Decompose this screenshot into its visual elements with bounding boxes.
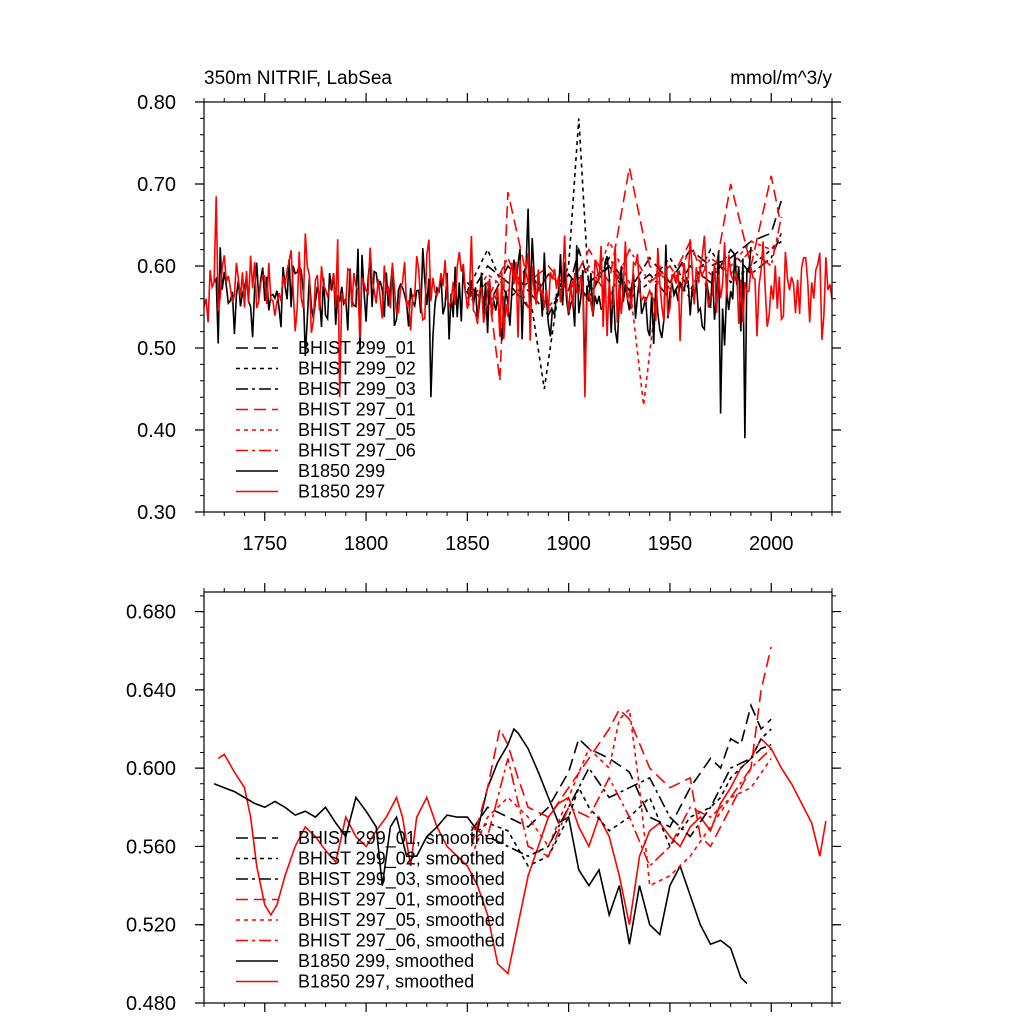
top-panel-axes: 1750 1800 1850 1900 1950 2000 0.30 0.40 0.50 0.60…: [137, 92, 841, 555]
top-panel-series: [204, 118, 832, 439]
legend-label: B1850 297, smoothed: [298, 972, 474, 992]
legend-label: B1850 297: [298, 482, 385, 502]
legend-label: BHIST 299_02, smoothed: [298, 849, 505, 870]
legend-label: BHIST 297_06, smoothed: [298, 931, 505, 952]
legend-label: BHIST 297_05: [298, 420, 416, 441]
legend-label: BHIST 299_01, smoothed: [298, 828, 505, 849]
series-line-b1850-299-smoothed: [213, 727, 748, 984]
legend-label: BHIST 299_03: [298, 379, 416, 400]
top-panel-title: 350m NITRIF, LabSea: [204, 68, 392, 89]
plot-frame: [203, 591, 833, 1004]
plot-frame: [203, 101, 833, 513]
legend-label: BHIST 299_03, smoothed: [298, 869, 505, 890]
y-tick-label: 0.40: [137, 420, 176, 442]
legend-label: BHIST 297_01: [298, 400, 416, 421]
series-line-bhist-299-01-smoothed: [470, 703, 772, 832]
legend-label: B1850 299: [298, 461, 385, 481]
y-tick-label: 0.640: [126, 680, 176, 702]
x-tick-label: 1900: [546, 533, 591, 555]
series-line-bhist-299-03-smoothed: [470, 743, 772, 858]
bottom-panel: 0.480 0.520 0.560 0.600 0.640 0.680 BHIST 299…: [126, 583, 841, 1015]
series-line-bhist-299-02-smoothed: [470, 728, 772, 868]
bottom-panel-axes: 0.480 0.520 0.560 0.600 0.640 0.680: [126, 583, 841, 1015]
legend-label: BHIST 299_01: [298, 338, 416, 359]
legend-label: B1850 299, smoothed: [298, 951, 474, 971]
top-panel: 350m NITRIF, LabSea mmol/m^3/y 1750 1800 1…: [137, 68, 841, 555]
x-tick-label: 2000: [749, 533, 794, 555]
y-tick-label: 0.50: [137, 338, 176, 360]
y-tick-label: 0.80: [137, 92, 176, 114]
y-tick-label: 0.560: [126, 836, 176, 858]
y-tick-label: 0.480: [126, 993, 176, 1015]
legend-label: BHIST 297_05, smoothed: [298, 910, 505, 931]
y-tick-label: 0.70: [137, 174, 176, 196]
series-line-bhist-297-01: [466, 167, 781, 381]
series-line-bhist-297-05-smoothed: [470, 707, 772, 887]
x-tick-label: 1750: [243, 533, 288, 555]
legend-label: BHIST 297_01, smoothed: [298, 890, 505, 911]
y-tick-label: 0.60: [137, 256, 176, 278]
legend-label: BHIST 297_06: [298, 441, 416, 462]
top-panel-units: mmol/m^3/y: [730, 68, 832, 89]
series-line-bhist-297-01-smoothed: [470, 646, 772, 848]
x-tick-label: 1950: [648, 533, 693, 555]
x-tick-label: 1850: [445, 533, 490, 555]
legend-label: BHIST 299_02: [298, 359, 416, 380]
y-tick-label: 0.520: [126, 915, 176, 937]
series-line-b1850-297-smoothed: [217, 737, 827, 976]
series-line-b1850-297: [204, 196, 832, 398]
bottom-panel-series: [213, 646, 827, 984]
series-line-bhist-297-06-smoothed: [470, 748, 772, 868]
y-tick-label: 0.30: [137, 502, 176, 524]
series-line-bhist-299-02: [466, 118, 782, 390]
y-tick-label: 0.680: [126, 602, 176, 624]
y-tick-label: 0.600: [126, 758, 176, 780]
x-tick-label: 1800: [344, 533, 389, 555]
